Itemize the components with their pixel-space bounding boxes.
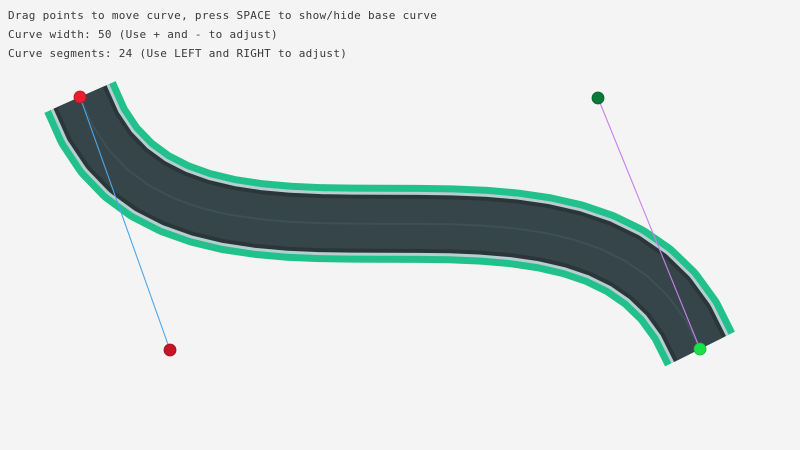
end-anchor-point[interactable] — [693, 342, 707, 356]
start-control-handle-line — [79, 96, 171, 351]
start-anchor-point[interactable] — [73, 90, 87, 104]
start-control-point[interactable] — [163, 343, 177, 357]
road-ribbon — [44, 81, 735, 367]
end-control-point[interactable] — [591, 91, 605, 105]
road-center-line — [79, 96, 701, 350]
control-points[interactable] — [73, 90, 707, 357]
control-handles — [79, 96, 701, 351]
end-control-handle-line — [597, 97, 701, 350]
